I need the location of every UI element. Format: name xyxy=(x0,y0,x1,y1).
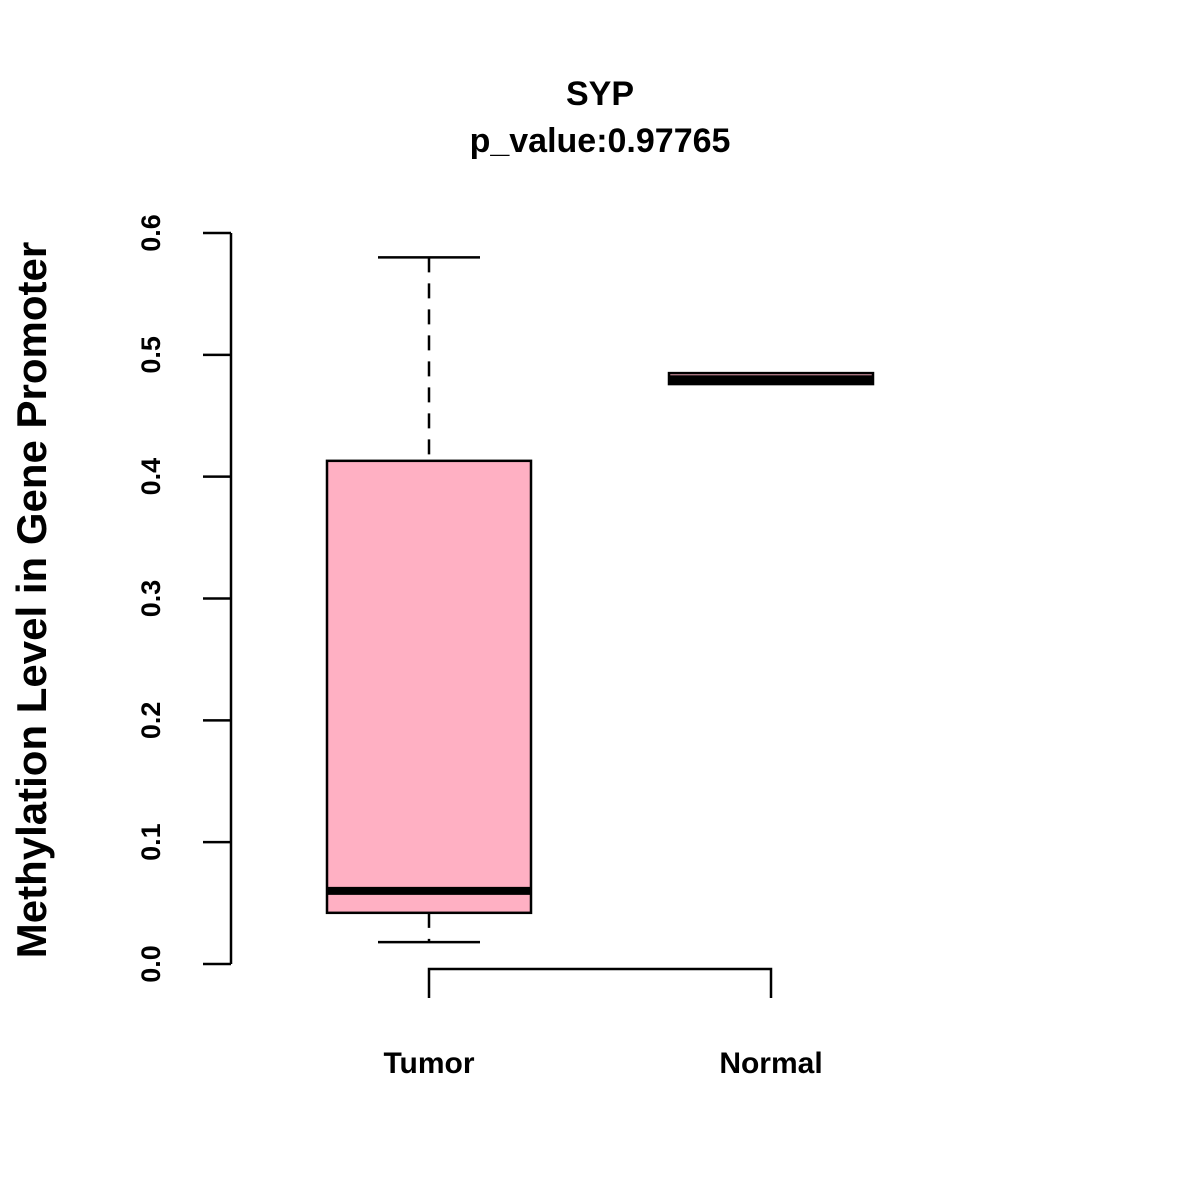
x-category-label-normal: Normal xyxy=(719,1047,822,1080)
y-tick-label: 0.5 xyxy=(136,336,166,374)
y-tick-label: 0.4 xyxy=(136,458,166,496)
box-groups xyxy=(325,256,875,944)
y-tick-label: 0.3 xyxy=(136,580,166,618)
comparison-bracket xyxy=(427,967,773,998)
x-category-label-tumor: Tumor xyxy=(383,1047,474,1080)
chart-subtitle: p_value:0.97765 xyxy=(470,122,731,160)
y-tick-label: 0.1 xyxy=(136,823,166,861)
iqr-box xyxy=(325,459,533,915)
y-axis: 0.0 0.1 0.2 0.3 0.4 0.5 0.6 xyxy=(136,214,233,983)
chart-title: SYP xyxy=(566,75,634,113)
y-tick-label: 0.2 xyxy=(136,702,166,740)
bracket-line xyxy=(427,967,773,998)
y-tick-label: 0.6 xyxy=(136,214,166,252)
x-axis-labels: Tumor Normal xyxy=(383,1047,822,1080)
y-tick-label: 0.0 xyxy=(136,945,166,983)
box-tumor xyxy=(325,256,533,944)
box-normal xyxy=(667,371,875,386)
y-axis-title: Methylation Level in Gene Promoter xyxy=(8,242,55,958)
